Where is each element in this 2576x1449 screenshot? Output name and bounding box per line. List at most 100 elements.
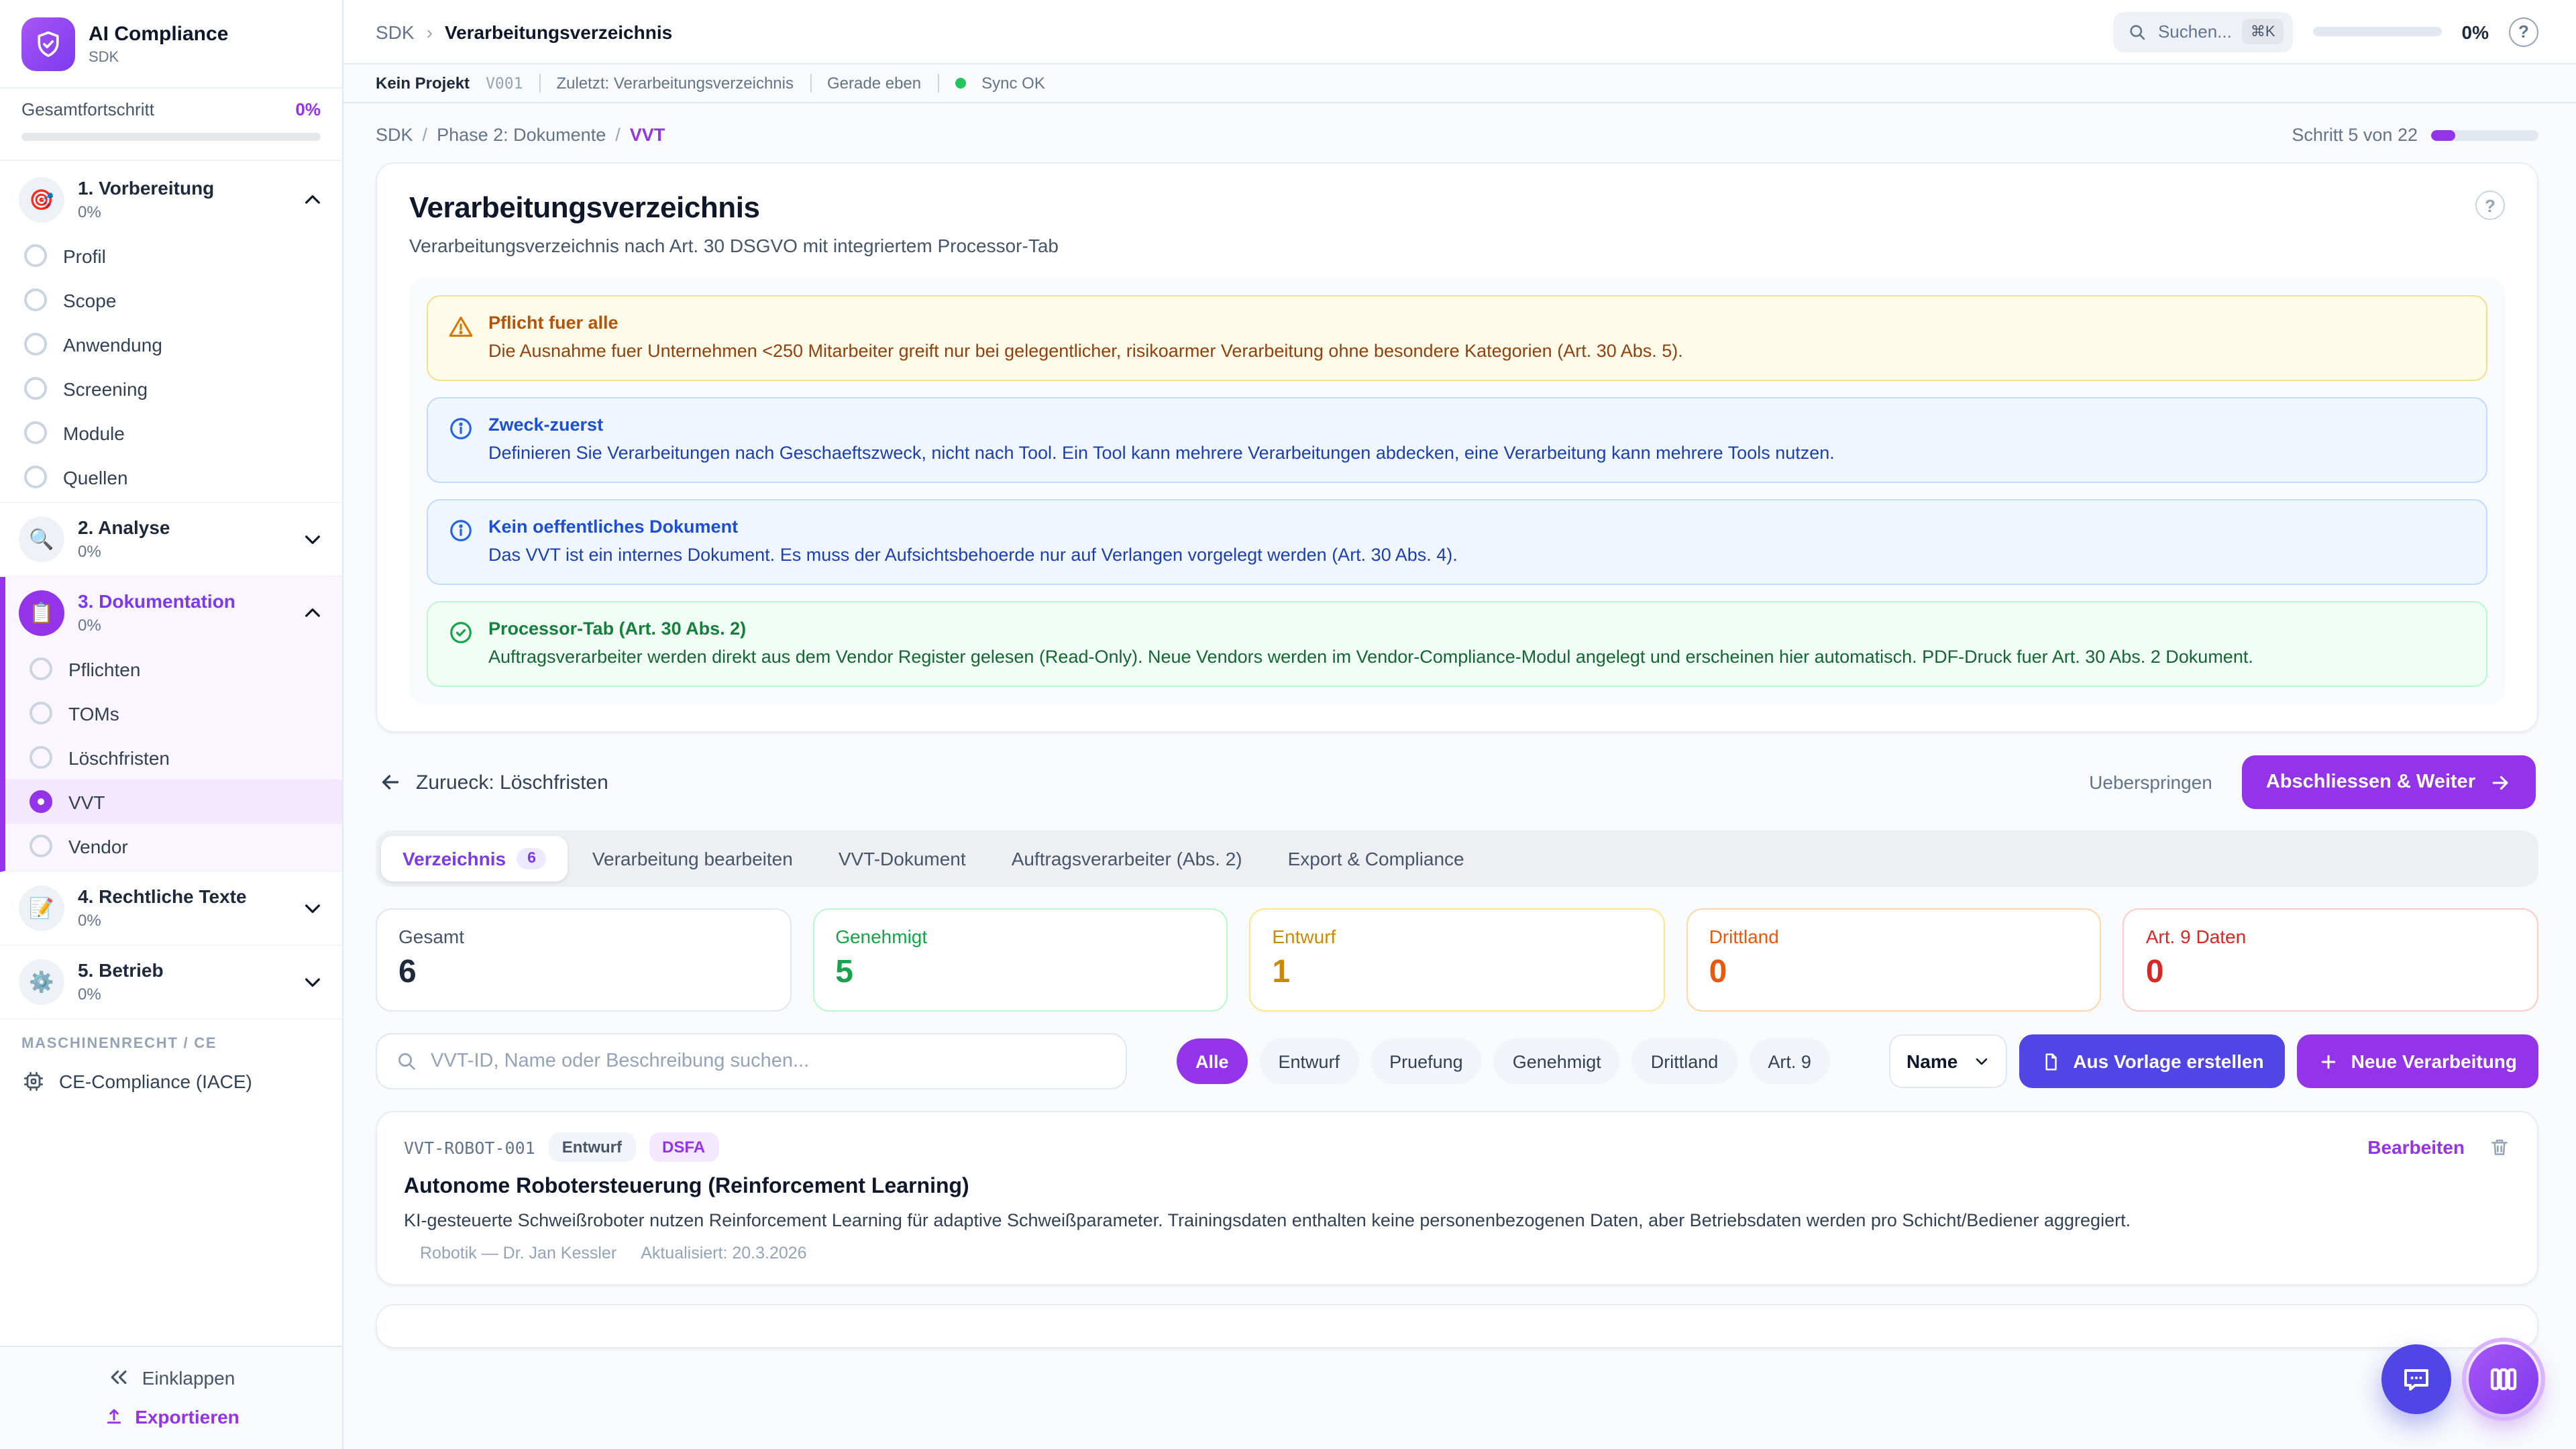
kanban-view-button[interactable] [2462, 1338, 2545, 1421]
new-processing-button[interactable]: Neue Verarbeitung [2297, 1034, 2538, 1088]
sidebar-item-toms[interactable]: TOMs [5, 691, 342, 735]
breadcrumb-root[interactable]: SDK [376, 21, 415, 42]
filter-pill-genehmigt[interactable]: Genehmigt [1493, 1038, 1620, 1084]
tab-verzeichnis[interactable]: Verzeichnis 6 [381, 836, 568, 881]
status-bar: Kein Projekt V001 Zuletzt: Verarbeitungs… [343, 64, 2576, 103]
sidebar-item-label: Quellen [63, 466, 128, 488]
alert-body: Definieren Sie Verarbeitungen nach Gesch… [488, 443, 1835, 463]
page-breadcrumb-root[interactable]: SDK [376, 125, 413, 145]
filter-pill-drittland[interactable]: Drittland [1631, 1038, 1737, 1084]
dsfa-badge: DSFA [649, 1132, 719, 1162]
nav-section-betrieb-header[interactable]: ⚙️ 5. Betrieb 0% [0, 949, 342, 1016]
help-icon[interactable]: ? [2475, 191, 2505, 220]
sidebar-nav: 🎯 1. Vorbereitung 0% Profil Scope Anwend… [0, 161, 342, 1346]
memo-icon: 📝 [19, 885, 64, 931]
skip-button[interactable]: Ueberspringen [2089, 771, 2212, 793]
radio-icon [24, 333, 47, 356]
sidebar-item-ce-compliance[interactable]: CE-Compliance (IACE) [0, 1057, 342, 1110]
filter-pill-entwurf[interactable]: Entwurf [1259, 1038, 1359, 1084]
radio-icon [24, 466, 47, 488]
tabs: Verzeichnis 6 Verarbeitung bearbeiten VV… [376, 830, 2538, 887]
filter-pill-pruefung[interactable]: Pruefung [1371, 1038, 1482, 1084]
chat-assistant-button[interactable] [2381, 1344, 2451, 1414]
section-pct: 0% [78, 984, 101, 1004]
chat-bubble-icon [2400, 1363, 2432, 1395]
upload-icon [103, 1406, 124, 1428]
collapse-sidebar-button[interactable]: Einklappen [107, 1366, 235, 1389]
sidebar-item-profil[interactable]: Profil [0, 233, 342, 278]
help-icon[interactable]: ? [2509, 17, 2538, 46]
complete-continue-button[interactable]: Abschliessen & Weiter [2241, 755, 2536, 809]
global-search-input[interactable]: Suchen... ⌘K [2113, 11, 2293, 52]
header-progress-value: 0% [2461, 21, 2489, 42]
search-icon [2129, 22, 2147, 41]
page-breadcrumb-current: VVT [629, 125, 665, 145]
stat-label: Genehmigt [835, 926, 928, 947]
sidebar-item-label: TOMs [68, 702, 119, 724]
nav-section-dokumentation-header[interactable]: 📋 3. Dokumentation 0% [5, 580, 342, 647]
wizard-nav: Zurueck: Löschfristen Ueberspringen Absc… [378, 755, 2536, 809]
trash-icon[interactable] [2489, 1136, 2510, 1158]
sidebar-item-loeschfristen[interactable]: Löschfristen [5, 735, 342, 780]
breadcrumb-current: Verarbeitungsverzeichnis [444, 21, 673, 42]
vvt-search-field[interactable] [376, 1033, 1127, 1089]
page-subtitle: Verarbeitungsverzeichnis nach Art. 30 DS… [409, 235, 1059, 256]
sidebar-item-vvt[interactable]: VVT [5, 780, 342, 824]
divider [539, 74, 541, 93]
radio-icon [30, 657, 52, 680]
alert-title: Kein oeffentliches Dokument [488, 517, 739, 537]
tab-auftragsverarbeiter[interactable]: Auftragsverarbeiter (Abs. 2) [990, 836, 1264, 881]
info-icon [448, 517, 474, 565]
section-pct: 0% [78, 202, 101, 221]
sidebar-item-module[interactable]: Module [0, 411, 342, 455]
radio-icon [30, 835, 52, 857]
filter-pill-alle[interactable]: Alle [1177, 1038, 1248, 1084]
tab-vvt-dokument[interactable]: VVT-Dokument [817, 836, 987, 881]
tab-count-badge: 6 [517, 848, 547, 869]
stat-art9: Art. 9 Daten 0 [2123, 908, 2538, 1012]
sync-status-label: Sync OK [981, 74, 1045, 93]
nav-section-vorbereitung-header[interactable]: 🎯 1. Vorbereitung 0% [0, 166, 342, 233]
button-label: Aus Vorlage erstellen [2073, 1051, 2264, 1072]
app-title: AI Compliance [89, 23, 229, 46]
sort-select[interactable]: Name [1889, 1034, 2008, 1088]
sidebar-item-anwendung[interactable]: Anwendung [0, 322, 342, 366]
stat-gesamt: Gesamt 6 [376, 908, 792, 1012]
export-button[interactable]: Exportieren [103, 1406, 239, 1428]
overall-progress-label: Gesamtfortschritt [21, 99, 154, 119]
chevron-up-icon [302, 602, 323, 624]
step-progress-bar [2431, 129, 2538, 140]
filter-pill-art9[interactable]: Art. 9 [1749, 1038, 1830, 1084]
nav-section-dokumentation: 📋 3. Dokumentation 0% Pflichten TOMs Lös… [0, 577, 342, 872]
nav-section-analyse-header[interactable]: 🔍 2. Analyse 0% [0, 506, 342, 573]
nav-section-rechtliche-texte-header[interactable]: 📝 4. Rechtliche Texte 0% [0, 875, 342, 942]
sidebar-item-vendor[interactable]: Vendor [5, 824, 342, 868]
alert-title: Pflicht fuer alle [488, 313, 619, 333]
create-from-template-button[interactable]: Aus Vorlage erstellen [2019, 1034, 2286, 1088]
alert-body: Die Ausnahme fuer Unternehmen <250 Mitar… [488, 341, 1683, 361]
tab-label: Export & Compliance [1287, 848, 1464, 869]
section-title: 5. Betrieb [78, 959, 164, 981]
sidebar-item-pflichten[interactable]: Pflichten [5, 647, 342, 691]
sidebar-item-screening[interactable]: Screening [0, 366, 342, 411]
back-button[interactable]: Zurueck: Löschfristen [378, 770, 608, 794]
collapse-label: Einklappen [142, 1366, 235, 1388]
edit-record-button[interactable]: Bearbeiten [2367, 1136, 2465, 1158]
nav-section-analyse: 🔍 2. Analyse 0% [0, 503, 342, 577]
sidebar-item-label: Module [63, 422, 125, 443]
sidebar-item-label: CE-Compliance (IACE) [59, 1071, 252, 1092]
content: SDK / Phase 2: Dokumente / VVT Schritt 5… [343, 103, 2576, 1449]
sidebar-item-scope[interactable]: Scope [0, 278, 342, 322]
page-breadcrumb-phase[interactable]: Phase 2: Dokumente [437, 125, 606, 145]
search-input[interactable] [431, 1051, 1107, 1072]
tab-verarbeitung-bearbeiten[interactable]: Verarbeitung bearbeiten [571, 836, 814, 881]
sidebar-item-quellen[interactable]: Quellen [0, 455, 342, 499]
last-visited-label: Zuletzt: Verarbeitungsverzeichnis [556, 74, 794, 93]
sidebar-item-label: Scope [63, 289, 117, 311]
tab-export-compliance[interactable]: Export & Compliance [1267, 836, 1486, 881]
stat-label: Art. 9 Daten [2145, 926, 2247, 947]
alert-body: Das VVT ist ein internes Dokument. Es mu… [488, 545, 1458, 565]
radio-icon [24, 421, 47, 444]
record-updated: Aktualisiert: 20.3.2026 [641, 1244, 807, 1263]
